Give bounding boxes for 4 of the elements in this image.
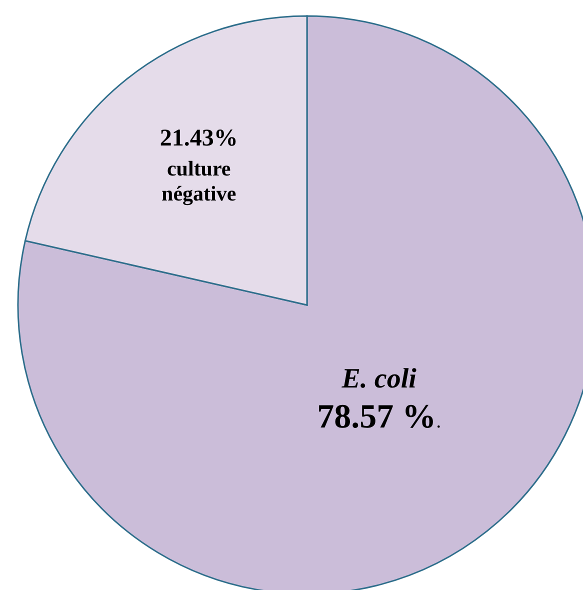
slice-label: E. coli (340, 363, 417, 394)
slice-label: culture négative (162, 156, 236, 206)
data-label: 78.57 %. (317, 398, 442, 436)
data-label: 21.43% (160, 125, 238, 152)
